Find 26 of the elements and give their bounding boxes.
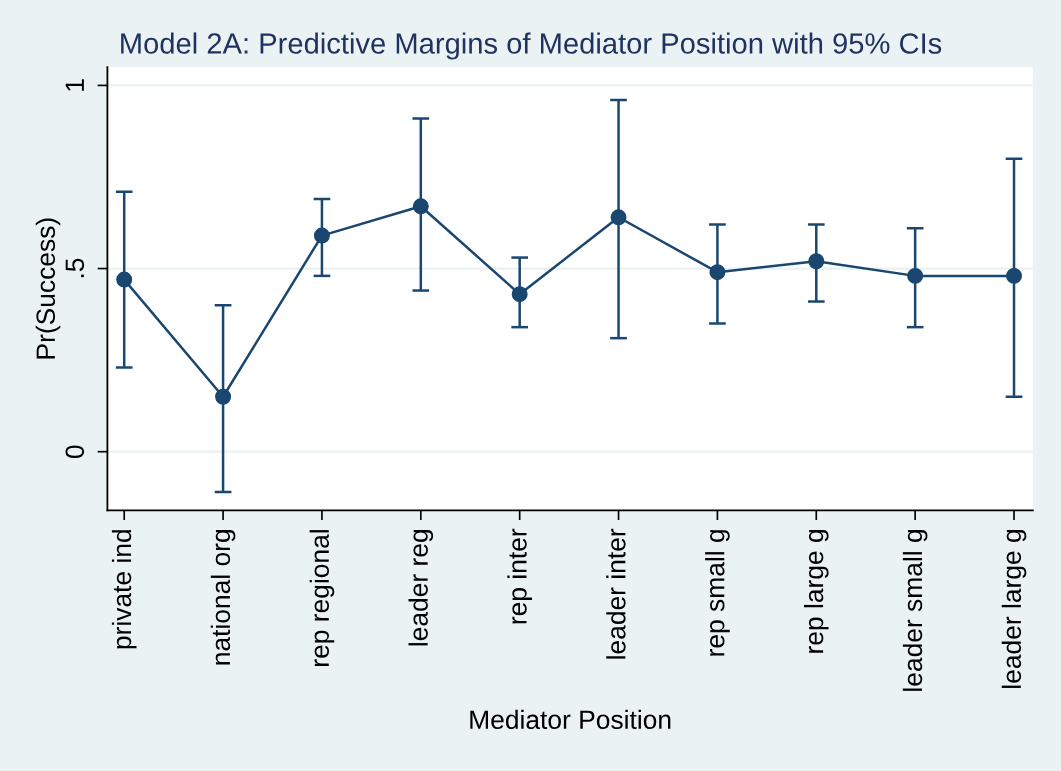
y-tick-label: 1 [65, 79, 84, 91]
point [412, 198, 429, 215]
x-axis-title: Mediator Position [470, 709, 671, 730]
y-tick-label: .5 [65, 258, 85, 278]
x-tick-label: leader large g [1001, 530, 1027, 688]
point [808, 253, 825, 270]
y-tick-label: 0 [65, 445, 85, 458]
x-tick-label: leader reg [408, 530, 434, 646]
y-axis-title: Pr(Success) [35, 218, 61, 359]
point [709, 264, 726, 281]
point [116, 271, 133, 288]
x-tick-label: rep inter [507, 528, 532, 624]
chart-title: Model 2A: Predictive Margins of Mediator Position with 95% CIs [121, 32, 942, 60]
x-tick-label: national org [210, 530, 236, 665]
x-tick-label: rep regional [309, 530, 335, 666]
x-tick-label: rep small g [705, 530, 730, 656]
point [511, 286, 528, 303]
point [215, 388, 232, 405]
x-tick-label: rep large g [803, 530, 829, 653]
point [1006, 267, 1023, 284]
x-tick-label: leader small g [902, 530, 928, 691]
x-tick-label: leader inter [606, 528, 626, 659]
point [313, 227, 330, 244]
x-tick-label: private ind [111, 530, 137, 649]
point [907, 267, 924, 284]
point [610, 209, 627, 226]
